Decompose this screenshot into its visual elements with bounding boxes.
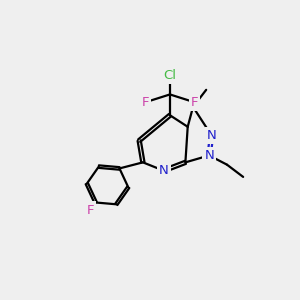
Text: Cl: Cl — [164, 69, 176, 82]
Text: N: N — [204, 149, 214, 162]
Text: F: F — [191, 96, 198, 109]
Text: N: N — [159, 164, 169, 177]
Text: F: F — [142, 96, 149, 109]
Text: F: F — [87, 204, 94, 217]
Text: N: N — [207, 129, 216, 142]
